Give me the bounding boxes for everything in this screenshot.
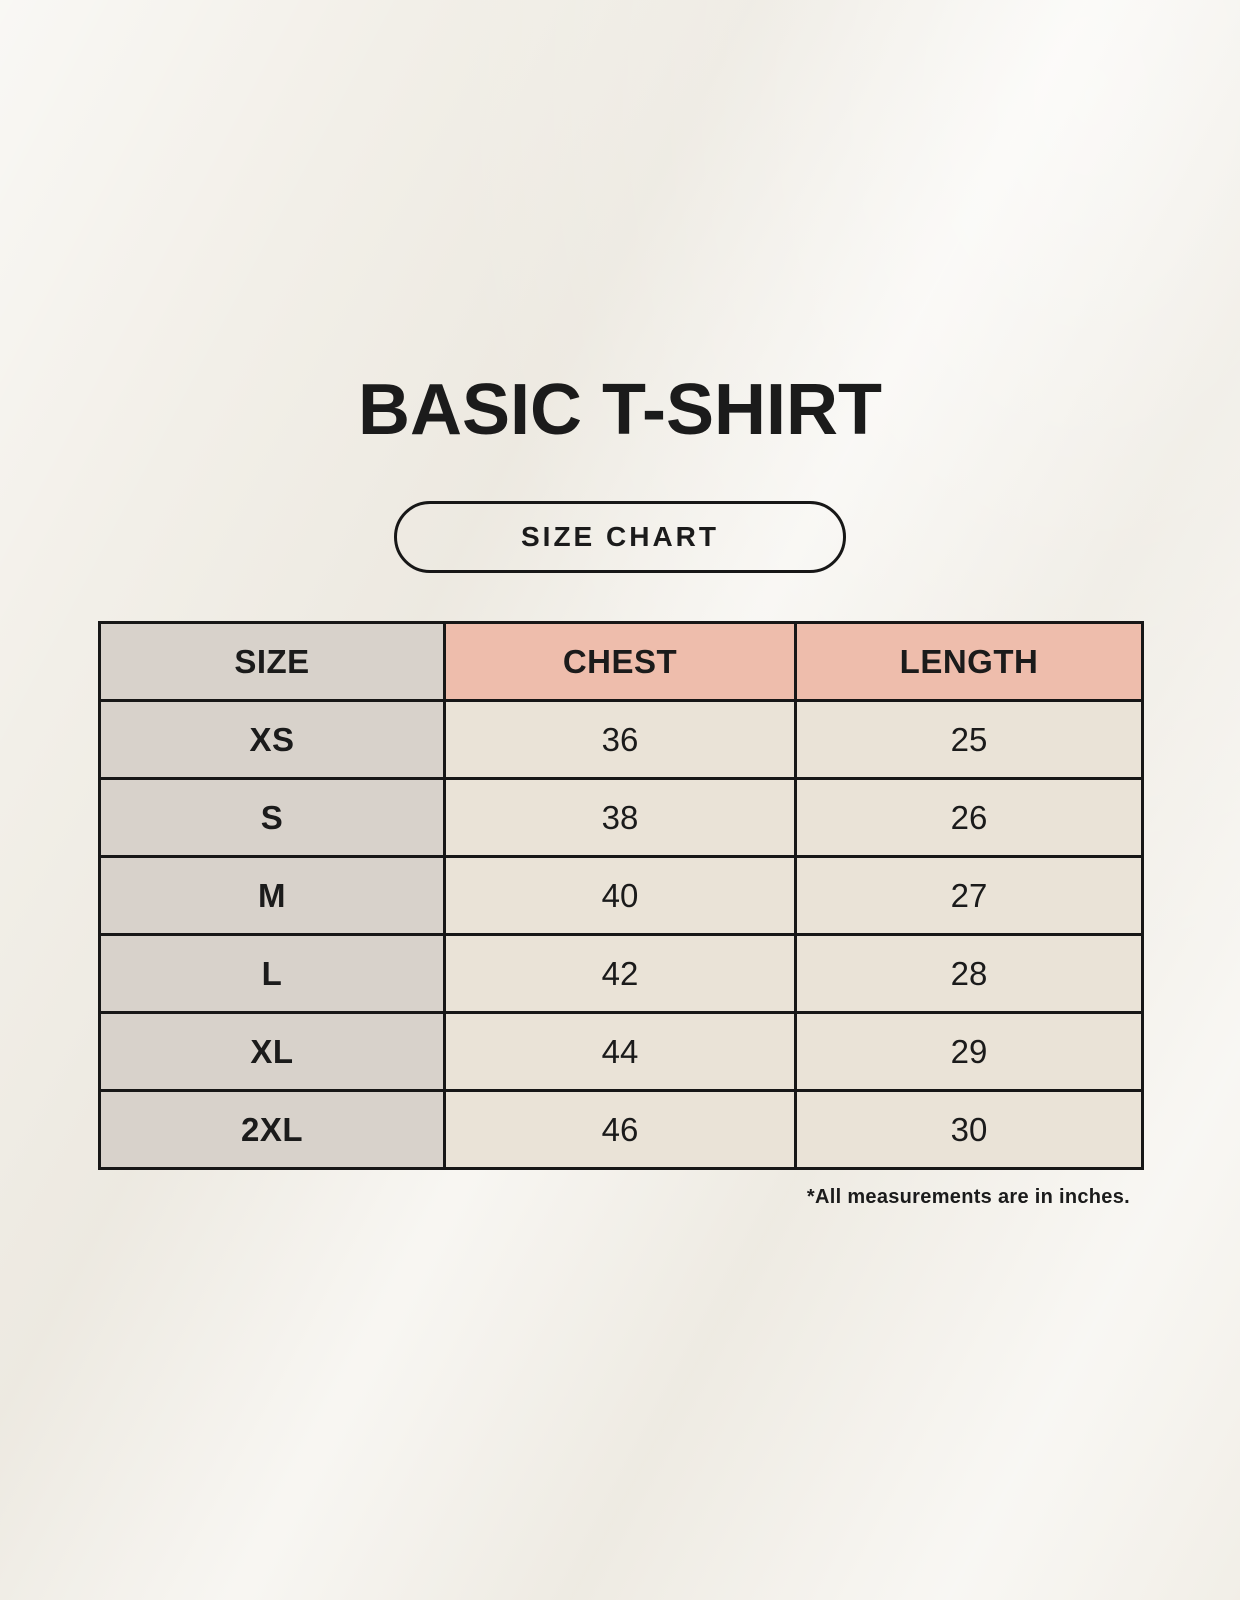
- table-row-s: S 38 26: [98, 777, 1144, 858]
- size-label: S: [98, 777, 446, 858]
- column-header-chest: CHEST: [443, 621, 797, 702]
- size-chart-table: SIZE CHEST LENGTH XS 36 25 S 38 26 M 40 …: [98, 621, 1144, 1170]
- size-label: M: [98, 855, 446, 936]
- chest-value: 42: [443, 933, 797, 1014]
- length-value: 30: [794, 1089, 1144, 1170]
- chest-value: 40: [443, 855, 797, 936]
- length-value: 26: [794, 777, 1144, 858]
- size-chart-button-label: SIZE CHART: [521, 521, 719, 552]
- column-header-size: SIZE: [98, 621, 446, 702]
- chest-value: 36: [443, 699, 797, 780]
- table-row-m: M 40 27: [98, 855, 1144, 936]
- measurements-footnote: *All measurements are in inches.: [806, 1186, 1130, 1208]
- table-row-l: L 42 28: [98, 933, 1144, 1014]
- length-value: 28: [794, 933, 1144, 1014]
- size-label: L: [98, 933, 446, 1014]
- chest-value: 38: [443, 777, 797, 858]
- chest-value: 44: [443, 1011, 797, 1092]
- table-row-xl: XL 44 29: [98, 1011, 1144, 1092]
- table-row-xs: XS 36 25: [98, 699, 1144, 780]
- size-chart-button[interactable]: SIZE CHART: [394, 501, 846, 573]
- page-title: BASIC T-SHIRT: [357, 370, 882, 450]
- table-header-row: SIZE CHEST LENGTH: [98, 621, 1144, 702]
- size-label: XS: [98, 699, 446, 780]
- length-value: 27: [794, 855, 1144, 936]
- size-label: 2XL: [98, 1089, 446, 1170]
- length-value: 25: [794, 699, 1144, 780]
- size-label: XL: [98, 1011, 446, 1092]
- length-value: 29: [794, 1011, 1144, 1092]
- table-row-2xl: 2XL 46 30: [98, 1089, 1144, 1170]
- column-header-length: LENGTH: [794, 621, 1144, 702]
- chest-value: 46: [443, 1089, 797, 1170]
